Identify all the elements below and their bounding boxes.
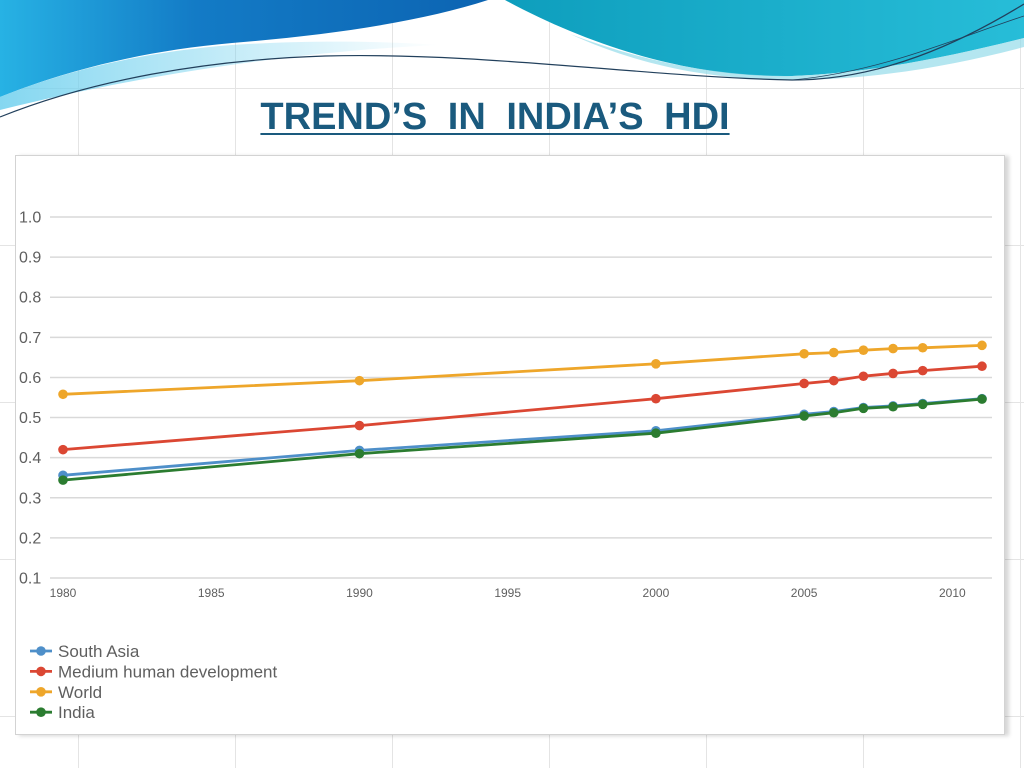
legend-item-india: India <box>30 703 95 722</box>
gridlines <box>50 216 992 579</box>
banner-wave-blue <box>0 0 488 97</box>
banner-wave-highlight <box>0 41 440 110</box>
data-point-india-2011 <box>977 394 987 404</box>
y-tick-label: 0.8 <box>19 290 41 307</box>
banner-wave-teal-edge <box>570 34 1024 80</box>
data-point-world-2009 <box>917 342 928 353</box>
legend-label: Medium human development <box>58 662 278 681</box>
x-tick-label: 2010 <box>939 586 966 600</box>
slide-title: TREND’S IN INDIA’S HDI <box>260 96 730 138</box>
series-line-world <box>61 343 984 396</box>
legend-swatch-marker <box>36 646 46 656</box>
data-point-world-2011 <box>977 340 987 351</box>
legend-item-south-asia: South Asia <box>30 642 140 661</box>
data-point-india-2005 <box>799 411 809 421</box>
y-tick-label: 0.9 <box>19 250 41 267</box>
x-tick-label: 1985 <box>198 586 225 600</box>
legend-item-world: World <box>30 683 102 702</box>
data-point-medium-human-development-2007 <box>858 371 869 382</box>
data-point-medium-human-development-2006 <box>828 375 839 386</box>
y-tick-label: 1.0 <box>19 210 41 227</box>
legend-label: South Asia <box>58 642 140 661</box>
x-tick-label: 2005 <box>791 586 818 600</box>
banner-wave-teal <box>505 0 1024 77</box>
y-tick-label: 0.7 <box>19 330 41 347</box>
data-point-india-2000 <box>651 428 661 438</box>
data-point-medium-human-development-2011 <box>977 361 987 372</box>
x-axis-labels: 1980 1985 1990 1995 2000 2005 2010 <box>50 586 966 600</box>
data-point-world-2005 <box>799 348 809 359</box>
y-tick-label: 0.6 <box>19 370 41 387</box>
legend-label: India <box>58 703 95 722</box>
data-point-medium-human-development-2000 <box>651 393 661 404</box>
data-point-medium-human-development-2008 <box>888 368 898 379</box>
y-tick-label: 0.2 <box>19 530 41 547</box>
x-tick-label: 1980 <box>50 586 77 600</box>
data-point-medium-human-development-2005 <box>799 378 809 389</box>
legend-swatch-marker <box>36 687 46 697</box>
series-line-medium-human-development <box>61 364 984 452</box>
legend-swatch-marker <box>36 666 46 677</box>
series-india <box>58 394 987 485</box>
legend-swatch-marker <box>36 707 46 717</box>
legend-item-medium-human-development: Medium human development <box>30 662 278 681</box>
series-medium-human-development <box>58 361 987 455</box>
data-point-world-1990 <box>354 375 365 386</box>
data-point-india-1990 <box>354 448 365 459</box>
y-tick-label: 0.5 <box>19 410 41 427</box>
data-point-medium-human-development-2009 <box>917 365 928 376</box>
x-tick-label: 1995 <box>494 586 521 600</box>
x-tick-label: 2000 <box>643 586 670 600</box>
y-tick-label: 0.1 <box>19 571 41 588</box>
data-point-medium-human-development-1990 <box>354 420 365 431</box>
data-point-world-1980 <box>58 389 68 400</box>
series-world <box>58 340 987 400</box>
banner-swoosh-line <box>0 3 1024 118</box>
data-point-world-2007 <box>858 345 869 355</box>
data-point-india-1980 <box>58 475 68 485</box>
data-point-world-2000 <box>651 359 661 369</box>
hdi-line-chart: 1.0 0.9 0.8 0.7 0.6 0.5 0.4 0.3 0.2 0.1 1980 1985 19… <box>15 155 1005 735</box>
data-point-india-2008 <box>888 401 898 412</box>
y-axis-labels: 1.0 0.9 0.8 0.7 0.6 0.5 0.4 0.3 0.2 0.1 <box>19 210 41 588</box>
data-point-world-2008 <box>888 343 898 354</box>
data-point-medium-human-development-1980 <box>58 444 68 455</box>
y-tick-label: 0.4 <box>19 450 41 467</box>
legend-label: World <box>58 683 102 702</box>
x-tick-label: 1990 <box>346 586 373 600</box>
header-wave-banner <box>0 0 1024 118</box>
data-point-india-2006 <box>828 407 839 418</box>
data-point-india-2007 <box>858 403 869 414</box>
banner-swoosh-line-secondary <box>791 15 1024 81</box>
data-point-world-2006 <box>828 347 839 358</box>
data-point-india-2009 <box>917 399 928 410</box>
y-tick-label: 0.3 <box>19 490 41 507</box>
